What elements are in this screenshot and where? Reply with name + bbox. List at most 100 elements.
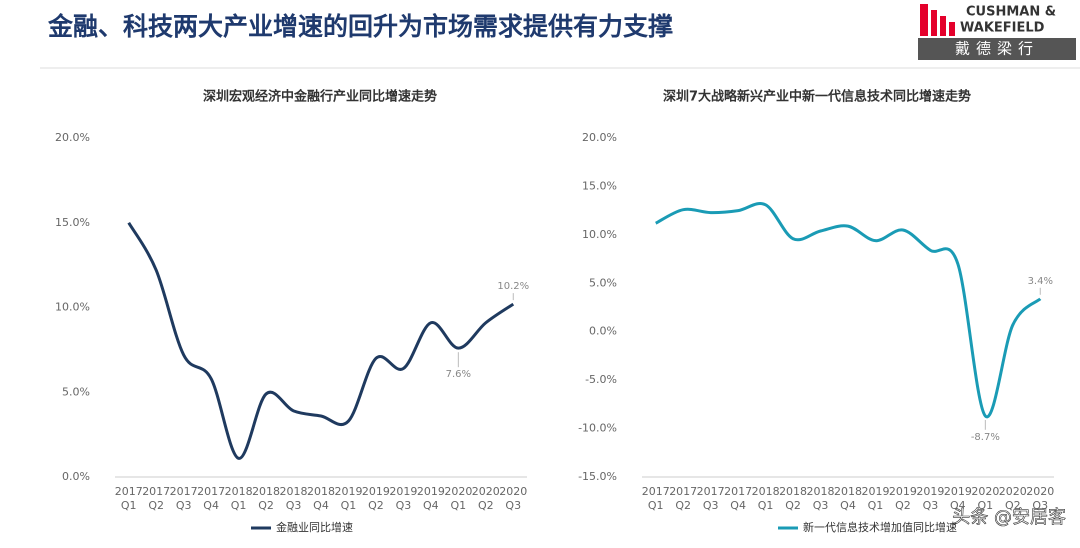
logo-text: 戴德梁行	[955, 40, 1039, 58]
x-tick-label: 2018 Q1	[752, 485, 780, 512]
x-tick-label: 2020 Q3	[499, 485, 527, 512]
x-tick-label: 2017 Q3	[697, 485, 725, 512]
x-tick-quarter: Q1	[450, 499, 466, 512]
legend-label: 金融业同比增速	[276, 520, 353, 534]
x-tick-quarter: Q3	[1032, 499, 1048, 512]
x-tick-quarter: Q2	[258, 499, 274, 512]
x-tick-year: 2019	[362, 485, 390, 498]
x-tick-label: 2017 Q4	[724, 485, 752, 512]
x-tick-label: 2020 Q1	[971, 485, 999, 512]
y-tick-label: 15.0%	[55, 216, 90, 229]
x-tick-year: 2019	[944, 485, 972, 498]
x-tick-label: 2020 Q3	[1026, 485, 1054, 512]
x-tick-year: 2018	[752, 485, 780, 498]
logo-box	[918, 38, 1076, 60]
logo-icon	[940, 16, 946, 36]
x-tick-label: 2019 Q4	[417, 485, 445, 512]
x-tick-label: 2018 Q1	[225, 485, 253, 512]
x-tick-year: 2018	[834, 485, 862, 498]
y-tick-label: 5.0%	[589, 276, 617, 289]
x-tick-quarter: Q1	[231, 499, 247, 512]
y-tick-label: 5.0%	[62, 385, 90, 398]
x-tick-year: 2018	[807, 485, 835, 498]
x-tick-label: 2018 Q2	[779, 485, 807, 512]
x-tick-year: 2017	[697, 485, 725, 498]
x-tick-label: 2018 Q3	[807, 485, 835, 512]
x-tick-year: 2018	[252, 485, 280, 498]
x-tick-label: 2019 Q3	[389, 485, 417, 512]
x-tick-quarter: Q3	[286, 499, 302, 512]
x-tick-label: 2017 Q1	[115, 485, 143, 512]
x-tick-quarter: Q2	[675, 499, 691, 512]
y-tick-label: 10.0%	[55, 301, 90, 314]
x-tick-year: 2017	[642, 485, 670, 498]
x-tick-label: 2019 Q1	[334, 485, 362, 512]
data-label: 3.4%	[1028, 276, 1053, 287]
y-tick-label: 0.0%	[589, 325, 617, 338]
x-tick-year: 2019	[389, 485, 417, 498]
y-tick-label: -10.0%	[578, 422, 617, 435]
x-tick-quarter: Q2	[368, 499, 384, 512]
x-tick-year: 2018	[307, 485, 335, 498]
x-tick-quarter: Q2	[895, 499, 911, 512]
x-tick-label: 2018 Q4	[834, 485, 862, 512]
x-tick-quarter: Q1	[758, 499, 774, 512]
x-tick-year: 2019	[334, 485, 362, 498]
x-tick-quarter: Q1	[648, 499, 664, 512]
x-tick-quarter: Q3	[396, 499, 412, 512]
x-tick-label: 2020 Q1	[444, 485, 472, 512]
y-tick-label: 0.0%	[62, 470, 90, 483]
x-tick-quarter: Q1	[868, 499, 884, 512]
x-tick-quarter: Q3	[813, 499, 829, 512]
x-tick-year: 2019	[861, 485, 889, 498]
x-tick-label: 2020 Q2	[999, 485, 1027, 512]
x-tick-label: 2017 Q2	[669, 485, 697, 512]
x-tick-label: 2018 Q3	[280, 485, 308, 512]
y-tick-label: 20.0%	[55, 131, 90, 144]
x-tick-year: 2017	[724, 485, 752, 498]
x-tick-year: 2020	[999, 485, 1027, 498]
x-tick-quarter: Q2	[148, 499, 164, 512]
x-tick-label: 2017 Q1	[642, 485, 670, 512]
x-tick-quarter: Q4	[950, 499, 966, 512]
x-tick-label: 2019 Q3	[916, 485, 944, 512]
x-tick-year: 2017	[115, 485, 143, 498]
x-tick-label: 2019 Q1	[861, 485, 889, 512]
x-tick-label: 2019 Q2	[362, 485, 390, 512]
y-tick-label: 15.0%	[582, 179, 617, 192]
logo-icon	[931, 10, 937, 36]
logo: CUSHMAN & WAKEFIELD 戴德梁行	[918, 4, 1076, 60]
x-tick-quarter: Q3	[703, 499, 719, 512]
x-tick-quarter: Q4	[313, 499, 329, 512]
data-label: 10.2%	[497, 281, 529, 292]
data-label: -8.7%	[971, 432, 1000, 443]
data-label: 7.6%	[446, 369, 471, 380]
logo-text: WAKEFIELD	[960, 21, 1045, 36]
x-tick-quarter: Q2	[478, 499, 494, 512]
y-tick-label: -5.0%	[585, 373, 617, 386]
x-tick-label: 2019 Q2	[889, 485, 917, 512]
x-tick-label: 2019 Q4	[944, 485, 972, 512]
x-tick-year: 2020	[971, 485, 999, 498]
x-tick-quarter: Q1	[121, 499, 137, 512]
legend-label: 新一代信息技术增加值同比增速	[803, 520, 957, 534]
x-tick-year: 2017	[197, 485, 225, 498]
x-tick-quarter: Q2	[785, 499, 801, 512]
x-tick-year: 2020	[499, 485, 527, 498]
slide-title: 金融、科技两大产业增速的回升为市场需求提供有力支撑	[47, 12, 673, 41]
x-tick-year: 2018	[779, 485, 807, 498]
chart-title: 深圳宏观经济中金融行产业同比增速走势	[203, 89, 437, 105]
chart-title: 深圳7大战略新兴产业中新一代信息技术同比增速走势	[663, 89, 971, 105]
logo-icon	[920, 4, 928, 36]
x-tick-quarter: Q3	[923, 499, 939, 512]
x-tick-label: 2017 Q4	[197, 485, 225, 512]
x-tick-quarter: Q4	[730, 499, 746, 512]
x-tick-quarter: Q1	[977, 499, 993, 512]
x-tick-quarter: Q1	[341, 499, 357, 512]
x-tick-year: 2020	[1026, 485, 1054, 498]
x-tick-quarter: Q3	[176, 499, 192, 512]
x-tick-year: 2020	[472, 485, 500, 498]
x-tick-year: 2017	[669, 485, 697, 498]
x-tick-quarter: Q2	[1005, 499, 1021, 512]
